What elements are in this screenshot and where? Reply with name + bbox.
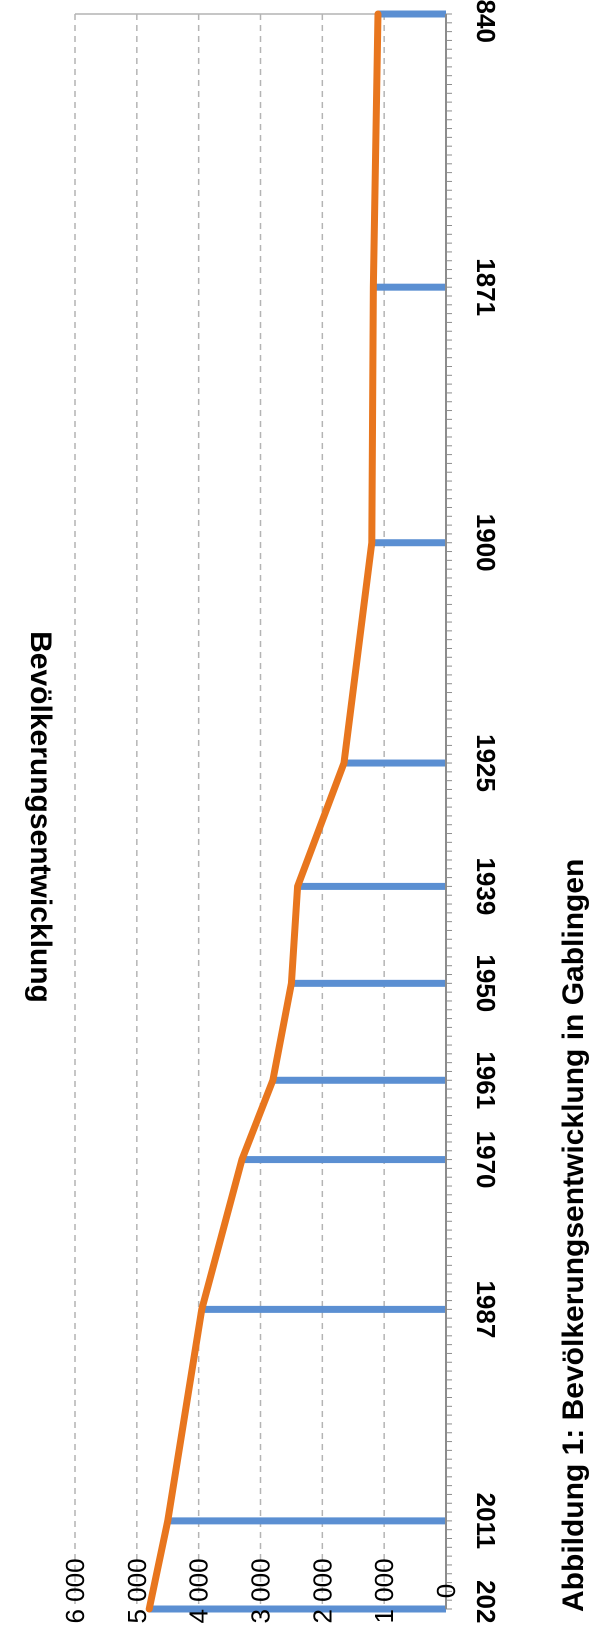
bar	[291, 979, 446, 987]
bar	[167, 1517, 446, 1525]
y-axis-labels: 0 1 000 2 000 3 000 4 000 5 000 6 000	[60, 1558, 461, 1623]
x-axis-ticks	[446, 13, 452, 1610]
x-tick-label: 1900	[471, 514, 501, 572]
bar	[201, 1305, 446, 1313]
y-tick-label: 4 000	[184, 1558, 214, 1623]
y-tick-label: 5 000	[122, 1558, 152, 1623]
y-tick-label: 3 000	[246, 1558, 276, 1623]
bar	[149, 1605, 446, 1613]
x-tick-label: 1961	[471, 1051, 501, 1109]
bar	[377, 10, 446, 18]
x-tick-label: 1925	[471, 734, 501, 792]
x-tick-label: 2011	[471, 1493, 501, 1549]
x-tick-label: 2021	[471, 1580, 501, 1625]
x-tick-label: 1970	[471, 1131, 501, 1189]
x-tick-label: 1840	[471, 0, 501, 43]
bar	[343, 759, 446, 767]
figure-caption: Abbildung 1: Bevölkerungsentwicklung in …	[557, 859, 589, 1612]
y-tick-label: 6 000	[60, 1558, 90, 1623]
y-tick-label: 1 000	[369, 1558, 399, 1623]
x-tick-label: 1950	[471, 954, 501, 1012]
chart-title: Bevölkerungsentwicklung	[24, 631, 57, 1003]
bar	[373, 283, 446, 291]
bar	[297, 882, 446, 890]
y-tick-label: 0	[431, 1584, 461, 1598]
y-tick-label: 2 000	[307, 1558, 337, 1623]
x-axis-labels: 1840 1871 1900 1925 1939 1950 1961 1970 1987 2011…	[471, 0, 501, 1625]
bar	[371, 539, 446, 547]
bars	[149, 10, 446, 1613]
bar	[241, 1156, 446, 1164]
x-tick-label: 1871	[471, 258, 501, 316]
x-tick-label: 1987	[471, 1280, 501, 1338]
population-line	[145, 10, 382, 1613]
bar	[272, 1076, 446, 1084]
x-tick-label: 1939	[471, 857, 501, 915]
